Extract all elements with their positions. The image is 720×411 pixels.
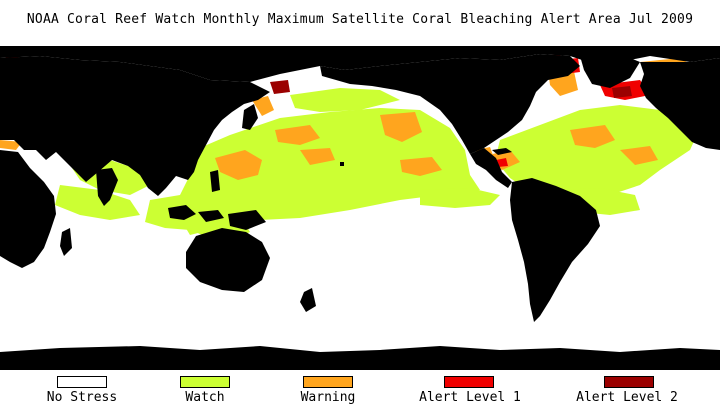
land-hawaii [340, 162, 344, 166]
legend-label-warning: Warning [300, 390, 356, 405]
land-greenland [580, 54, 640, 88]
legend-label-alert-level-2: Alert Level 2 [576, 390, 678, 405]
land-new-guinea [228, 210, 266, 230]
land-south-america [510, 178, 600, 322]
land-india [96, 168, 118, 206]
land-antarctica [0, 346, 720, 370]
land-central-america [470, 148, 512, 188]
land-eurasia [0, 56, 270, 196]
land-philippines [210, 170, 220, 192]
land-arctic-band [0, 46, 720, 82]
legend-swatch-alert-level-1 [444, 376, 494, 388]
world-map-svg [0, 46, 720, 370]
watch-east-pacific [420, 188, 500, 208]
map-title: NOAA Coral Reef Watch Monthly Maximum Sa… [26, 12, 694, 27]
alert2-north-europe [612, 86, 632, 98]
warning-pacific-center [300, 148, 335, 165]
land-indonesia-b [198, 210, 224, 222]
warning-central-pacific-b [380, 112, 422, 142]
watch-north-pacific-upper [290, 88, 400, 112]
land-north-america [320, 54, 580, 154]
land-cuba [492, 148, 512, 155]
legend-label-watch: Watch [185, 390, 225, 405]
warning-east-pacific [400, 157, 442, 176]
warning-west-pacific [215, 150, 262, 180]
land-europe [640, 58, 720, 150]
watch-north-atlantic [495, 105, 700, 200]
legend-swatch-watch [180, 376, 230, 388]
legend: No Stress Watch Warning Alert Level 1 Al… [0, 372, 720, 411]
warning-north-atlantic-east [620, 146, 658, 165]
watch-indian-ocean-south [55, 185, 140, 220]
land-japan [242, 104, 258, 130]
alert-area-map [0, 46, 720, 370]
warning-central-pacific-a [275, 125, 320, 145]
warning-sea-of-japan [252, 96, 274, 116]
legend-swatch-no-stress [57, 376, 107, 388]
land-masses [0, 46, 720, 370]
alert2-okhotsk [270, 80, 290, 94]
land-new-zealand [300, 288, 316, 312]
land-indonesia-a [168, 205, 196, 220]
land-australia [186, 228, 270, 292]
alert1-caribbean [496, 158, 508, 167]
land-africa [0, 150, 56, 268]
legend-label-no-stress: No Stress [46, 390, 118, 405]
land-madagascar [60, 228, 72, 256]
legend-swatch-alert-level-2 [604, 376, 654, 388]
legend-label-alert-level-1: Alert Level 1 [419, 390, 521, 405]
legend-swatch-warning [303, 376, 353, 388]
warning-north-atlantic [570, 125, 615, 148]
